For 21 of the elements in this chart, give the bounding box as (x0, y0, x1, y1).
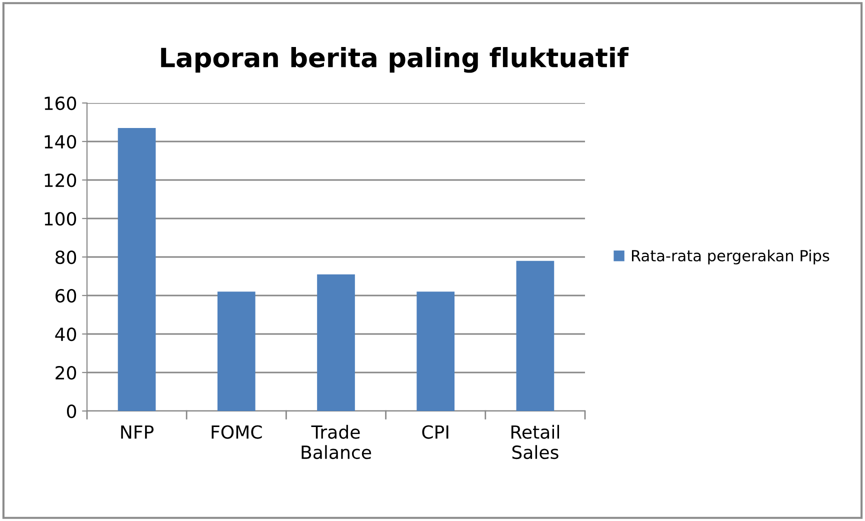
x-tick-label: CPI (422, 425, 448, 439)
y-tick-label: 40 (55, 327, 76, 342)
y-tick-label: 20 (56, 366, 76, 380)
x-tick-label: Retail Sales (511, 424, 560, 460)
legend-label: Rata-rata pergerakan Pips (632, 250, 830, 264)
y-tick-label: 80 (56, 250, 76, 264)
bar (516, 260, 554, 411)
y-tick-label: 140 (44, 134, 76, 149)
y-tick-label: 160 (44, 96, 76, 110)
x-tick-label: FOMC (212, 425, 262, 439)
y-tick-label: 0 (66, 404, 76, 418)
bar (317, 274, 355, 411)
y-tick-label: 60 (56, 288, 76, 303)
bar (118, 128, 156, 411)
x-tick-label: NFP (121, 425, 154, 439)
chart-title: Laporan berita paling fluktuatif (161, 47, 629, 73)
y-tick-label: 120 (44, 173, 76, 188)
x-tick-label: Trade Balance (302, 424, 372, 460)
y-tick-label: 100 (44, 212, 76, 226)
bar (217, 292, 256, 411)
bar (416, 292, 455, 411)
